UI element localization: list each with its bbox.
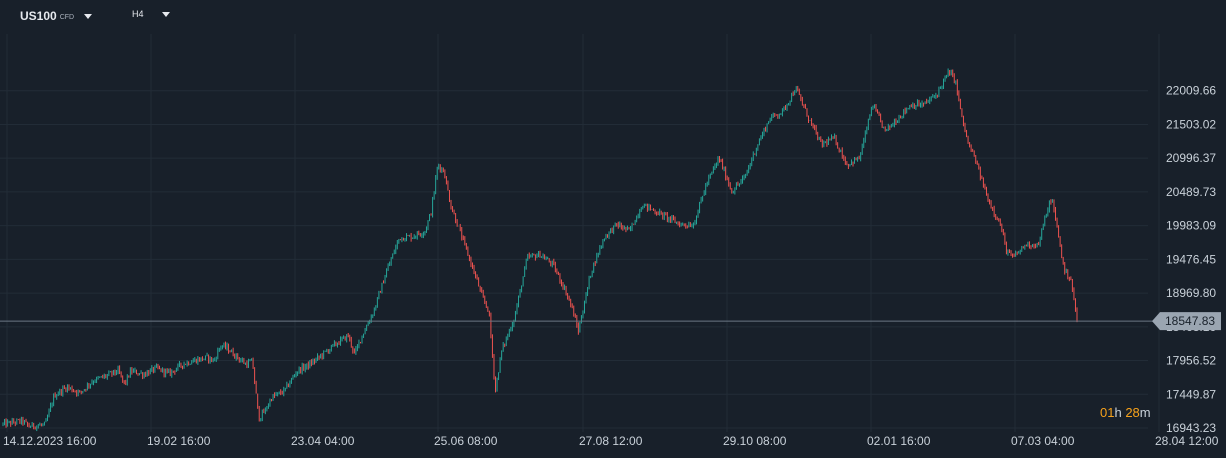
x-tick-label: 02.01 16:00 xyxy=(867,434,931,448)
symbol-name: US100 xyxy=(20,9,57,23)
x-tick-label: 28.04 12:00 xyxy=(1155,434,1219,448)
countdown-minutes-unit: m xyxy=(1139,405,1151,420)
y-tick-label: 20996.37 xyxy=(1166,151,1216,165)
current-price-tag xyxy=(1152,312,1221,331)
y-tick-label: 17956.52 xyxy=(1166,354,1216,368)
y-tick-label: 21503.02 xyxy=(1166,117,1216,131)
x-tick-label: 27.08 12:00 xyxy=(579,434,643,448)
bar-countdown: 01h 28m xyxy=(1100,405,1151,420)
current-price-marker: 18547.83 xyxy=(0,312,1221,331)
symbol-selector[interactable]: US100 CFD xyxy=(20,9,93,23)
symbol-type: CFD xyxy=(59,14,75,21)
countdown-hours-unit: h xyxy=(1114,405,1122,420)
current-price-label: 18547.83 xyxy=(1165,314,1215,328)
x-tick-label: 25.06 08:00 xyxy=(434,434,498,448)
x-tick-label: 14.12.2023 16:00 xyxy=(3,434,97,448)
timeframe-selector[interactable]: H4 xyxy=(132,9,170,19)
countdown-minutes: 28 xyxy=(1125,405,1140,420)
y-tick-label: 20489.73 xyxy=(1166,185,1216,199)
timeframe-label: H4 xyxy=(132,9,144,19)
y-tick-label: 18969.80 xyxy=(1166,286,1216,300)
chevron-down-icon xyxy=(161,11,170,17)
y-tick-label: 17449.87 xyxy=(1166,387,1216,401)
chevron-down-icon xyxy=(84,13,93,19)
y-tick-label: 19476.45 xyxy=(1166,252,1216,266)
price-axis: 22009.66 21503.02 20996.37 20489.73 19983.09… xyxy=(1166,84,1216,435)
x-tick-label: 29.10 08:00 xyxy=(723,434,787,448)
y-tick-label: 16943.23 xyxy=(1166,421,1216,435)
x-tick-label: 23.04 04:00 xyxy=(291,434,355,448)
countdown-hours: 01 xyxy=(1100,405,1115,420)
y-tick-label: 19983.09 xyxy=(1166,219,1216,233)
x-tick-label: 19.02 16:00 xyxy=(147,434,211,448)
time-axis: 14.12.2023 16:00 19.02 16:00 23.04 04:00 25… xyxy=(3,434,1219,448)
x-tick-label: 07.03 04:00 xyxy=(1011,434,1075,448)
candles xyxy=(2,68,1078,432)
y-tick-label: 22009.66 xyxy=(1166,84,1216,98)
chart-grid xyxy=(0,34,1160,432)
chart-header: US100 CFD H4 xyxy=(0,0,1226,34)
